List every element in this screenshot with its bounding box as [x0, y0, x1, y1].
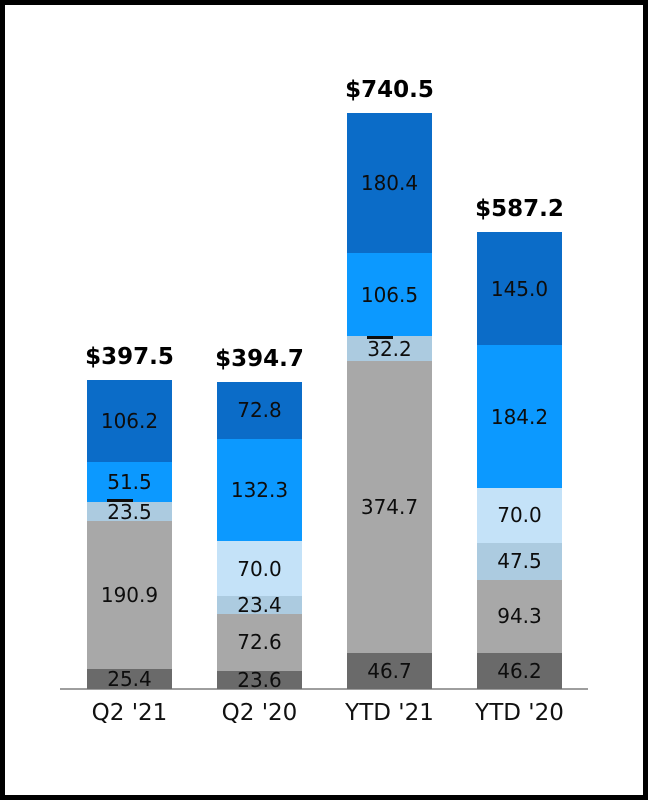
bar-segment: 190.9 [87, 520, 172, 670]
bar-group: 180.4 106.5 32.2 374.7 46.7 [347, 112, 432, 689]
segment-value-label: 145.0 [490, 276, 549, 301]
bar-total-label: $394.7 [215, 345, 304, 372]
bar-segment: 46.7 [347, 652, 432, 689]
x-axis-baseline [60, 688, 588, 690]
segment-value-label: 23.6 [237, 667, 282, 692]
bar-segment: 132.3 [217, 438, 302, 542]
segment-value-label: 180.4 [360, 171, 419, 196]
bar-group: 106.2 51.5 23.5 190.9 25.4 [87, 379, 172, 689]
bar-group: 72.8 132.3 70.0 23.4 72.6 23.6 [217, 381, 302, 692]
bar-segment: 23.6 [217, 667, 302, 692]
bar-segment: 70.0 [217, 541, 302, 596]
bar-segment: 23.5 [87, 498, 172, 524]
segment-value-label: 32.2 [367, 335, 412, 361]
bar-segment: 180.4 [347, 112, 432, 254]
segment-value-label: 51.5 [107, 470, 152, 495]
bar-segment: 106.5 [347, 253, 432, 337]
segment-value-label: 25.4 [107, 667, 152, 692]
bar-segment: 47.5 [477, 542, 562, 580]
bar-segment: 51.5 [87, 462, 172, 503]
bar-segment: 25.4 [87, 669, 172, 689]
segment-value-label: 70.0 [497, 503, 542, 528]
segment-value-label: 94.3 [497, 604, 542, 629]
segment-value-label: 47.5 [497, 549, 542, 574]
segment-value-label: 72.8 [237, 398, 282, 423]
bar-segment: 94.3 [477, 579, 562, 654]
bar-segment: 23.4 [217, 593, 302, 618]
x-axis-tick-label: Q2 '20 [221, 700, 298, 726]
x-axis-tick-label: YTD '21 [345, 700, 434, 726]
bar-total-label: $397.5 [85, 343, 174, 370]
bar-segment: 374.7 [347, 361, 432, 653]
zero-segment-edge-mark [367, 335, 394, 339]
x-axis-tick-label: Q2 '21 [91, 700, 168, 726]
zero-segment-edge-mark [107, 498, 134, 502]
bar-segment: 72.8 [217, 381, 302, 439]
segment-value-label: 46.2 [497, 659, 542, 683]
segment-value-label: 23.4 [237, 593, 282, 618]
segment-value-label: 46.7 [367, 658, 412, 683]
segment-value-label: 23.5 [107, 498, 152, 524]
bar-total-label: $587.2 [475, 196, 564, 223]
bar-segment: 72.6 [217, 614, 302, 671]
bar-segment: 32.2 [347, 335, 432, 362]
bar-group: 145.0 184.2 70.0 47.5 94.3 46.2 [477, 232, 562, 689]
bar-total-label: $740.5 [345, 76, 434, 103]
segment-value-label: 72.6 [237, 630, 282, 655]
bar-segment: 46.2 [477, 653, 562, 689]
segment-value-label: 190.9 [100, 582, 159, 607]
bar-segment: 184.2 [477, 344, 562, 489]
bar-segment: 145.0 [477, 232, 562, 345]
segment-value-label: 106.5 [360, 282, 419, 307]
segment-value-label: 184.2 [490, 404, 549, 429]
segment-value-label: 106.2 [100, 409, 159, 434]
bar-segment: 70.0 [477, 488, 562, 543]
bar-segment: 106.2 [87, 379, 172, 463]
segment-value-label: 132.3 [230, 478, 289, 503]
segment-value-label: 374.7 [360, 494, 419, 519]
x-axis-tick-label: YTD '20 [475, 700, 564, 726]
segment-value-label: 70.0 [237, 556, 282, 581]
